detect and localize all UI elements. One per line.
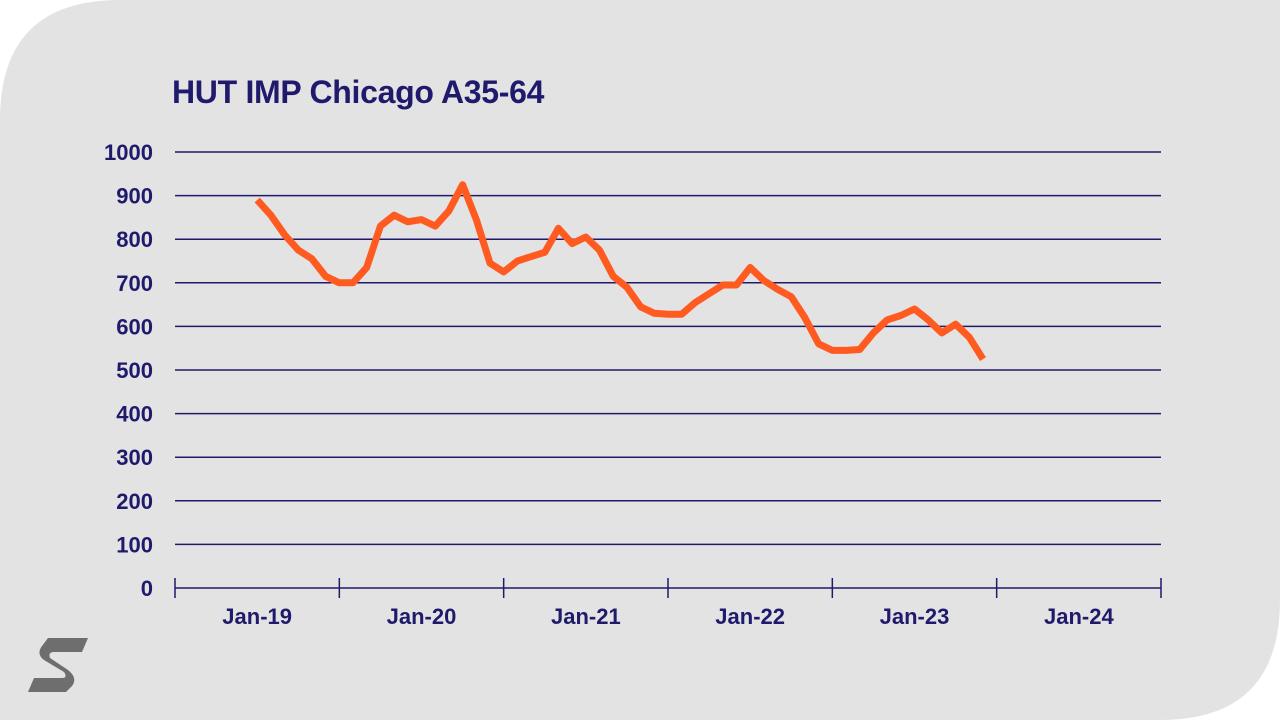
y-tick-label-400: 400 [116, 402, 153, 427]
chart-title: HUT IMP Chicago A35-64 [172, 74, 545, 110]
y-axis-labels: 0 100 200 300 400 500 600 700 800 900 1000 [104, 140, 153, 601]
y-tick-label-200: 200 [116, 489, 153, 514]
y-tick-label-100: 100 [116, 532, 153, 557]
x-axis-labels: Jan-19 Jan-20 Jan-21 Jan-22 Jan-23 Jan-24 [222, 604, 1114, 629]
y-tick-label-300: 300 [116, 445, 153, 470]
x-tick-label-Jan-19: Jan-19 [222, 604, 292, 629]
series-line-0 [254, 181, 986, 361]
x-tick-label-Jan-21: Jan-21 [551, 604, 621, 629]
y-tick-label-600: 600 [116, 314, 153, 339]
s-brand-logo-icon [28, 638, 88, 692]
x-tick-label-Jan-23: Jan-23 [880, 604, 950, 629]
x-tick-label-Jan-20: Jan-20 [387, 604, 457, 629]
y-tick-label-900: 900 [116, 184, 153, 209]
series-group [254, 181, 986, 361]
x-tick-label-Jan-22: Jan-22 [715, 604, 785, 629]
grid-lines [175, 151, 1161, 546]
y-tick-label-500: 500 [116, 358, 153, 383]
y-tick-label-0: 0 [141, 576, 153, 601]
x-axis [174, 578, 1162, 598]
y-tick-label-800: 800 [116, 227, 153, 252]
x-tick-label-Jan-24: Jan-24 [1044, 604, 1114, 629]
y-tick-label-700: 700 [116, 271, 153, 296]
y-tick-label-1000: 1000 [104, 140, 153, 165]
